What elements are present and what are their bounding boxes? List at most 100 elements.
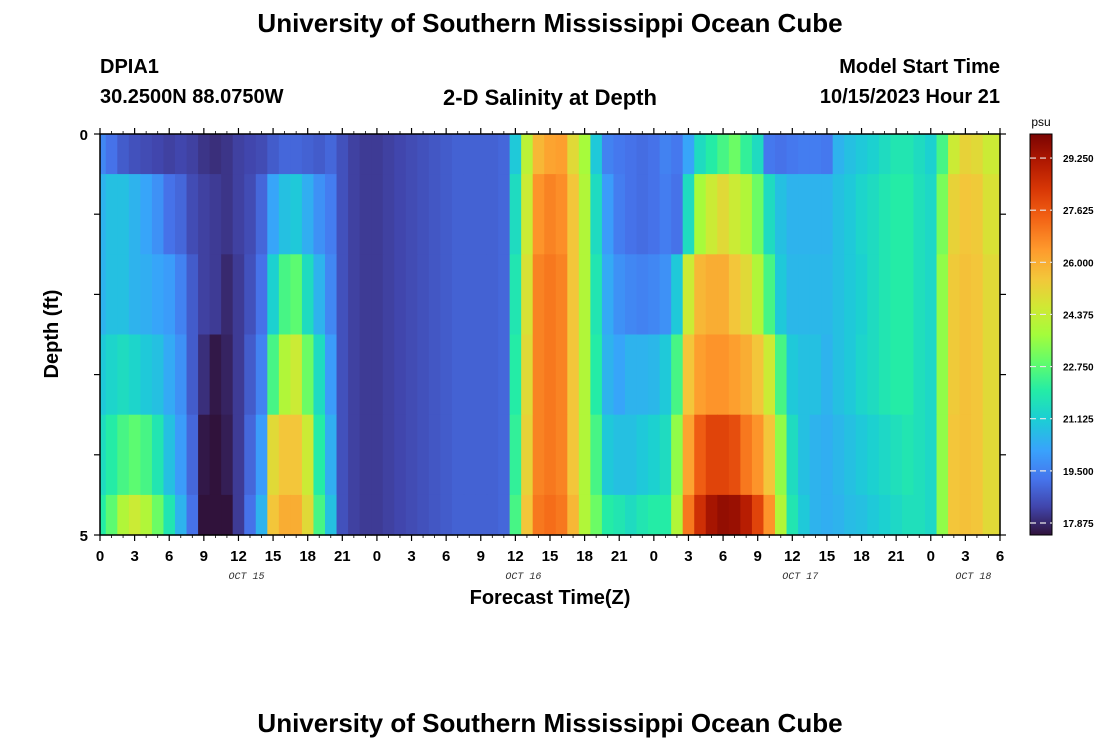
heatmap-cell bbox=[405, 334, 418, 416]
heatmap-cell bbox=[117, 414, 130, 496]
heatmap-cell bbox=[267, 174, 280, 255]
heatmap-cell bbox=[844, 134, 857, 175]
heatmap-cell bbox=[486, 414, 499, 496]
heatmap-cell bbox=[659, 414, 672, 496]
heatmap-cell bbox=[532, 174, 545, 255]
heatmap-cell bbox=[509, 334, 522, 416]
chart-subtitle: 2-D Salinity at Depth bbox=[443, 85, 657, 110]
heatmap-cell bbox=[832, 174, 845, 255]
heatmap-cell bbox=[567, 414, 580, 496]
x-tick-label: 15 bbox=[265, 548, 282, 565]
heatmap-cell bbox=[451, 414, 465, 496]
heatmap-cell bbox=[925, 134, 938, 175]
heatmap-cell bbox=[186, 174, 199, 255]
heatmap-cell bbox=[428, 134, 441, 175]
heatmap-cell bbox=[705, 174, 718, 255]
heatmap-cell bbox=[359, 174, 372, 255]
heatmap-cell bbox=[694, 254, 707, 336]
heatmap-cell bbox=[428, 334, 441, 416]
heatmap-cell bbox=[982, 254, 1001, 336]
heatmap-cell bbox=[936, 334, 949, 416]
heatmap-cell bbox=[509, 494, 522, 536]
heatmap-cell bbox=[451, 254, 465, 336]
heatmap-cell bbox=[405, 414, 418, 496]
heatmap-cell bbox=[417, 414, 430, 496]
heatmap-cell bbox=[901, 414, 915, 496]
heatmap-cell bbox=[475, 134, 488, 175]
heatmap-cell bbox=[948, 414, 961, 496]
heatmap-cell bbox=[382, 414, 395, 496]
heatmap-cell bbox=[925, 494, 938, 536]
heatmap-cell bbox=[821, 174, 834, 255]
heatmap-cell bbox=[255, 254, 268, 336]
heatmap-cell bbox=[290, 174, 303, 255]
heatmap-cell bbox=[740, 254, 753, 336]
heatmap-cell bbox=[705, 254, 718, 336]
x-axis-label: Forecast Time(Z) bbox=[470, 587, 631, 609]
heatmap-cell bbox=[601, 414, 615, 496]
page-title: University of Southern Mississippi Ocean… bbox=[257, 8, 843, 38]
heatmap-cell bbox=[348, 254, 361, 336]
heatmap-cell bbox=[151, 334, 165, 416]
colorbar-unit: psu bbox=[1031, 115, 1050, 129]
heatmap-cell bbox=[509, 254, 522, 336]
heatmap-cell bbox=[186, 134, 199, 175]
x-tick-label: 15 bbox=[542, 548, 559, 565]
heatmap-cell bbox=[463, 254, 476, 336]
heatmap-cell bbox=[567, 134, 580, 175]
heatmap-cell bbox=[544, 134, 557, 175]
x-tick-label: 0 bbox=[927, 548, 935, 565]
y-axis-label: Depth (ft) bbox=[41, 290, 63, 379]
heatmap-cell bbox=[544, 414, 557, 496]
heatmap-cell bbox=[175, 254, 188, 336]
heatmap-cell bbox=[544, 334, 557, 416]
heatmap-cell bbox=[625, 494, 638, 536]
heatmap-cell bbox=[544, 494, 557, 536]
heatmap-cell bbox=[648, 134, 661, 175]
heatmap-cell bbox=[959, 174, 972, 255]
heatmap-cell bbox=[521, 414, 534, 496]
heatmap-cell bbox=[648, 414, 661, 496]
heatmap-cell bbox=[636, 494, 649, 536]
heatmap-cell bbox=[751, 174, 765, 255]
heatmap-cell bbox=[486, 254, 499, 336]
heatmap-cell bbox=[636, 134, 649, 175]
heatmap-cell bbox=[648, 334, 661, 416]
heatmap-cell bbox=[717, 134, 730, 175]
heatmap-cell bbox=[925, 334, 938, 416]
heatmap-cell bbox=[371, 414, 384, 496]
heatmap-cell bbox=[751, 254, 765, 336]
heatmap-cell bbox=[498, 334, 511, 416]
heatmap-cell bbox=[636, 334, 649, 416]
heatmap-cell bbox=[325, 334, 338, 416]
heatmap-cell bbox=[878, 334, 891, 416]
heatmap-cell bbox=[763, 494, 776, 536]
heatmap-cell bbox=[221, 334, 234, 416]
heatmap-cell bbox=[775, 254, 788, 336]
heatmap-cell bbox=[878, 494, 891, 536]
heatmap-cell bbox=[117, 254, 130, 336]
heatmap-cell bbox=[336, 494, 349, 536]
heatmap-cell bbox=[394, 494, 407, 536]
heatmap-cell bbox=[798, 414, 811, 496]
station-coordinates: 30.2500N 88.0750W bbox=[100, 86, 284, 108]
heatmap-cell bbox=[948, 254, 961, 336]
heatmap-cell bbox=[325, 134, 338, 175]
heatmap-cell bbox=[521, 174, 534, 255]
heatmap-cell bbox=[255, 134, 268, 175]
heatmap-cell bbox=[971, 414, 984, 496]
heatmap-cell bbox=[451, 174, 465, 255]
heatmap-cell bbox=[163, 254, 176, 336]
x-tick-label: 3 bbox=[684, 548, 692, 565]
heatmap-cell bbox=[751, 414, 765, 496]
heatmap-cell bbox=[128, 494, 141, 536]
x-tick-label: 12 bbox=[784, 548, 801, 565]
heatmap-cell bbox=[890, 134, 903, 175]
heatmap-cell bbox=[267, 494, 280, 536]
heatmap-cell bbox=[625, 254, 638, 336]
heatmap-cell bbox=[890, 414, 903, 496]
heatmap-cell bbox=[186, 254, 199, 336]
heatmap-cell bbox=[290, 414, 303, 496]
heatmap-cell bbox=[578, 414, 591, 496]
y-tick-label: 5 bbox=[80, 528, 88, 545]
